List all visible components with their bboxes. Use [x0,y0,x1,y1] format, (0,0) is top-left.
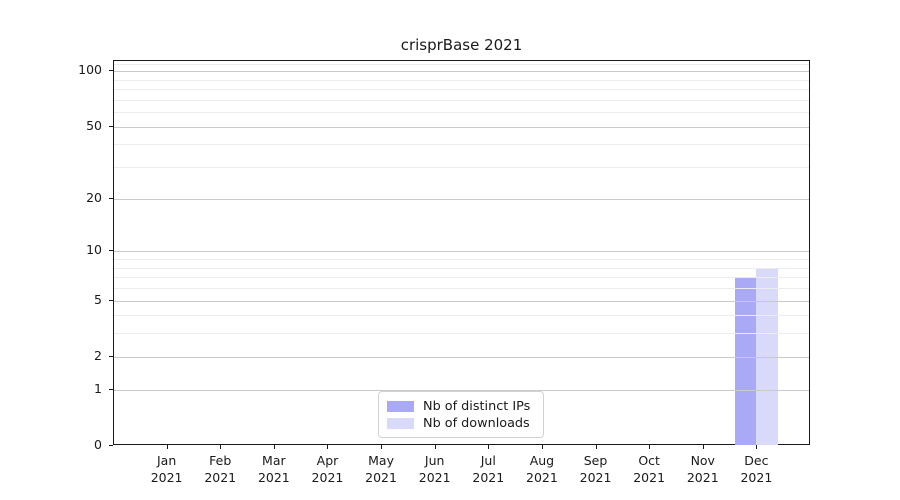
y-tick-label: 50 [86,117,102,133]
x-tick-label-month: Dec [744,453,769,468]
gridline-major [114,389,809,391]
x-tick-label: Jun 2021 [405,452,465,486]
x-tick-label: Nov 2021 [673,452,733,486]
x-tick-label-year: 2021 [204,470,237,485]
x-tick-mark [381,445,383,449]
y-tick-label: 2 [94,347,102,363]
y-tick-mark [109,355,113,357]
y-tick-label: 0 [94,437,102,452]
x-tick-label-month: Aug [529,453,555,468]
x-tick-label-year: 2021 [418,470,451,485]
gridline-minor [114,144,809,146]
x-tick-label-month: Nov [690,453,715,468]
y-tick-mark [109,445,113,446]
legend-swatch-nb-of-distinct-ips [387,400,414,412]
x-tick-label: May 2021 [351,452,411,486]
gridline-minor [114,99,809,101]
x-tick-mark [649,445,651,449]
x-tick-label-year: 2021 [633,470,666,485]
chart-title: crisprBase 2021 [400,36,523,54]
x-tick-mark [702,445,704,449]
x-tick-label-month: Jul [480,453,496,468]
x-tick-label-month: Oct [638,453,660,468]
bar-nb-of-downloads-dec-2021 [756,267,778,445]
gridline-minor [114,333,809,335]
x-tick-label-month: Feb [209,453,232,468]
x-tick-mark [595,445,597,449]
y-tick-mark [109,299,113,301]
plot-area [113,60,810,445]
gridline-major [114,251,809,253]
bar-nb-of-distinct-ips-dec-2021 [734,277,757,445]
x-tick-label: Jul 2021 [458,452,518,486]
gridline-minor [114,63,809,65]
gridline-major [114,126,809,128]
legend: Nb of distinct IPs Nb of downloads [378,391,544,438]
x-tick-label: Aug 2021 [512,452,572,486]
gridline-minor [114,167,809,169]
y-tick-mark [109,250,113,252]
gridline-minor [114,315,809,317]
gridline-major [114,300,809,302]
legend-item-nb-of-distinct-ips: Nb of distinct IPs [387,398,534,414]
y-tick-label: 10 [86,242,102,258]
x-tick-mark [166,445,168,449]
y-tick-mark [109,125,113,127]
x-tick-label-month: Jun [424,453,445,468]
x-tick-label-year: 2021 [365,470,397,485]
x-tick-label-year: 2021 [150,470,183,485]
x-tick-label-month: Mar [262,453,286,468]
legend-item-nb-of-downloads: Nb of downloads [387,415,534,431]
x-tick-label-year: 2021 [257,470,290,485]
gridline-major [114,198,809,200]
x-tick-label: Oct 2021 [619,452,679,486]
gridline-minor [114,259,809,261]
gridline-major [114,71,809,73]
x-tick-mark [488,445,490,449]
gridline-minor [114,277,809,279]
x-tick-label: Dec 2021 [726,452,786,486]
x-tick-label-month: Sep [583,453,608,468]
x-tick-mark [273,445,275,449]
x-tick-label-year: 2021 [740,470,773,485]
x-tick-label-month: May [368,453,394,468]
y-tick-label: 100 [78,62,102,78]
x-tick-mark [220,445,222,449]
x-tick-mark [541,445,543,449]
gridline-minor [114,267,809,269]
gridline-minor [114,89,809,91]
x-tick-label: Apr 2021 [297,452,357,486]
x-tick-label: Feb 2021 [190,452,250,486]
y-tick-label: 5 [94,291,102,307]
gridline-minor [114,287,809,289]
x-tick-label: Jan 2021 [137,452,197,486]
legend-label: Nb of downloads [423,415,530,431]
x-tick-label-month: Jan [156,453,177,468]
x-tick-mark [756,445,758,449]
y-tick-mark [109,70,113,72]
x-tick-mark [434,445,436,449]
x-tick-label-year: 2021 [686,470,719,485]
y-tick-label: 20 [86,189,102,205]
y-tick-mark [109,388,113,390]
gridline-major [114,356,809,358]
legend-swatch-nb-of-downloads [387,417,414,429]
x-tick-label-year: 2021 [579,470,612,485]
x-tick-label-year: 2021 [472,470,505,485]
y-tick-label: 1 [94,380,102,396]
gridline-minor [114,79,809,81]
y-tick-mark [109,197,113,199]
x-tick-label-year: 2021 [526,470,558,485]
legend-label: Nb of distinct IPs [423,398,531,414]
x-tick-label-month: Apr [316,453,339,468]
x-tick-label: Sep 2021 [566,452,626,486]
gridline-minor [114,112,809,114]
x-tick-mark [327,445,329,449]
x-tick-label-year: 2021 [311,470,344,485]
x-tick-label: Mar 2021 [244,452,304,486]
